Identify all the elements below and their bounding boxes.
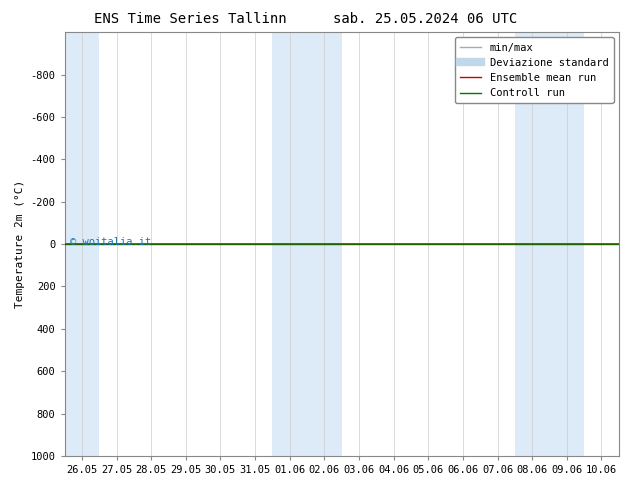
Legend: min/max, Deviazione standard, Ensemble mean run, Controll run: min/max, Deviazione standard, Ensemble m… — [455, 37, 614, 103]
Text: ENS Time Series Tallinn: ENS Time Series Tallinn — [94, 12, 287, 26]
Text: sab. 25.05.2024 06 UTC: sab. 25.05.2024 06 UTC — [333, 12, 517, 26]
Bar — [273, 32, 342, 456]
Bar — [65, 32, 99, 456]
Y-axis label: Temperature 2m (°C): Temperature 2m (°C) — [15, 180, 25, 308]
Text: © woitalia.it: © woitalia.it — [70, 237, 152, 247]
Bar — [515, 32, 584, 456]
